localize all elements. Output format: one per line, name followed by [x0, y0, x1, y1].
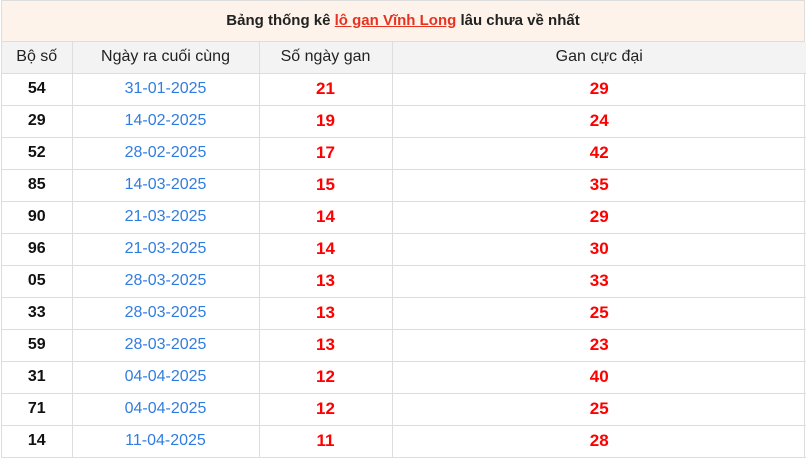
- table-row: 85 14-03-2025 15 35: [2, 168, 806, 202]
- header-row: Bộ số Ngày ra cuối cùng Số ngày gan Gan …: [2, 42, 806, 74]
- header-ngay-ra: Ngày ra cuối cùng: [71, 42, 260, 74]
- title-suffix: lâu chưa về nhất: [456, 12, 580, 29]
- cell-bo-so: 05: [2, 264, 73, 298]
- header-so-ngay-gan: Số ngày gan: [258, 42, 393, 74]
- cell-bo-so: 54: [2, 72, 73, 106]
- cell-ngay-ra: 28-02-2025: [71, 136, 260, 170]
- table-row: 59 28-03-2025 13 23: [2, 328, 806, 362]
- cell-ngay-ra: 28-03-2025: [71, 328, 260, 362]
- table-row: 14 11-04-2025 11 28: [2, 424, 806, 458]
- cell-so-ngay-gan: 19: [258, 104, 393, 138]
- table-row: 29 14-02-2025 19 24: [2, 104, 806, 138]
- cell-ngay-ra: 04-04-2025: [71, 360, 260, 394]
- cell-gan-cuc-dai: 35: [391, 168, 806, 202]
- table-row: 54 31-01-2025 21 29: [2, 72, 806, 106]
- cell-bo-so: 71: [2, 392, 73, 426]
- cell-so-ngay-gan: 14: [258, 200, 393, 234]
- cell-ngay-ra: 28-03-2025: [71, 296, 260, 330]
- cell-ngay-ra: 04-04-2025: [71, 392, 260, 426]
- table-row: 31 04-04-2025 12 40: [2, 360, 806, 394]
- cell-so-ngay-gan: 17: [258, 136, 393, 170]
- cell-gan-cuc-dai: 30: [391, 232, 806, 266]
- cell-so-ngay-gan: 14: [258, 232, 393, 266]
- table-row: 90 21-03-2025 14 29: [2, 200, 806, 234]
- cell-ngay-ra: 11-04-2025: [71, 424, 260, 458]
- table-row: 52 28-02-2025 17 42: [2, 136, 806, 170]
- lo-gan-link[interactable]: lô gan Vĩnh Long: [334, 12, 457, 29]
- cell-bo-so: 52: [2, 136, 73, 170]
- cell-so-ngay-gan: 11: [258, 424, 393, 458]
- cell-ngay-ra: 31-01-2025: [71, 72, 260, 106]
- cell-gan-cuc-dai: 25: [391, 392, 806, 426]
- cell-so-ngay-gan: 12: [258, 392, 393, 426]
- table-row: 71 04-04-2025 12 25: [2, 392, 806, 426]
- cell-bo-so: 90: [2, 200, 73, 234]
- table-row: 33 28-03-2025 13 25: [2, 296, 806, 330]
- cell-bo-so: 29: [2, 104, 73, 138]
- cell-gan-cuc-dai: 42: [391, 136, 806, 170]
- cell-gan-cuc-dai: 33: [391, 264, 806, 298]
- cell-bo-so: 59: [2, 328, 73, 362]
- cell-bo-so: 31: [2, 360, 73, 394]
- cell-bo-so: 14: [2, 424, 73, 458]
- cell-ngay-ra: 21-03-2025: [71, 232, 260, 266]
- cell-gan-cuc-dai: 25: [391, 296, 806, 330]
- cell-bo-so: 33: [2, 296, 73, 330]
- title-prefix: Bảng thống kê: [226, 12, 335, 29]
- cell-gan-cuc-dai: 29: [391, 200, 806, 234]
- cell-gan-cuc-dai: 28: [391, 424, 806, 458]
- cell-ngay-ra: 21-03-2025: [71, 200, 260, 234]
- cell-gan-cuc-dai: 23: [391, 328, 806, 362]
- cell-so-ngay-gan: 13: [258, 296, 393, 330]
- cell-ngay-ra: 14-03-2025: [71, 168, 260, 202]
- cell-so-ngay-gan: 21: [258, 72, 393, 106]
- cell-gan-cuc-dai: 40: [391, 360, 806, 394]
- cell-so-ngay-gan: 13: [258, 264, 393, 298]
- cell-bo-so: 96: [2, 232, 73, 266]
- table-row: 05 28-03-2025 13 33: [2, 264, 806, 298]
- header-bo-so: Bộ số: [2, 42, 73, 74]
- table-title: Bảng thống kê lô gan Vĩnh Long lâu chưa …: [2, 1, 804, 42]
- lo-gan-table: Bộ số Ngày ra cuối cùng Số ngày gan Gan …: [2, 42, 806, 458]
- cell-ngay-ra: 28-03-2025: [71, 264, 260, 298]
- cell-so-ngay-gan: 12: [258, 360, 393, 394]
- table-row: 96 21-03-2025 14 30: [2, 232, 806, 266]
- cell-so-ngay-gan: 13: [258, 328, 393, 362]
- cell-bo-so: 85: [2, 168, 73, 202]
- cell-ngay-ra: 14-02-2025: [71, 104, 260, 138]
- header-gan-cuc-dai: Gan cực đại: [391, 42, 806, 74]
- cell-gan-cuc-dai: 24: [391, 104, 806, 138]
- cell-gan-cuc-dai: 29: [391, 72, 806, 106]
- cell-so-ngay-gan: 15: [258, 168, 393, 202]
